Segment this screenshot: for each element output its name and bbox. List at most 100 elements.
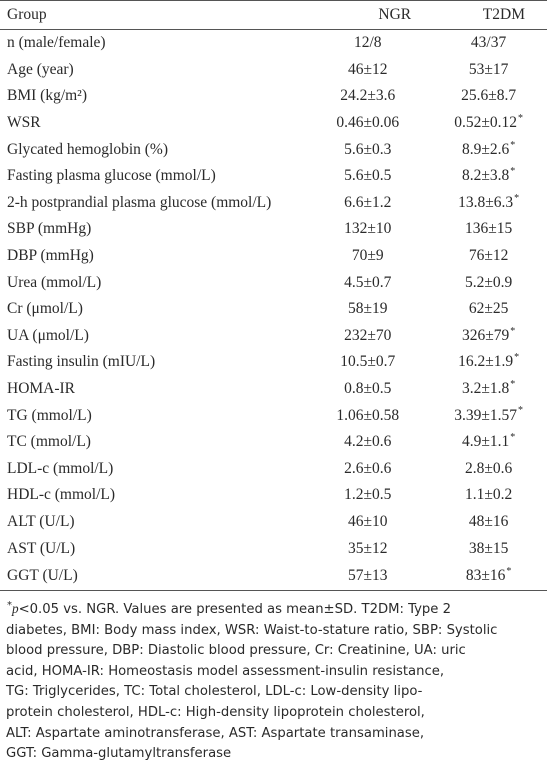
clinical-characteristics-table-container: Group NGR T2DM n (male/female) 12/8 43/37 A… xyxy=(0,0,547,591)
row-label: 2-h postprandial plasma glucose (mmol/L) xyxy=(7,193,272,211)
t2dm-cell: 3.2±1.8* xyxy=(430,376,547,403)
row-label: n (male/female) xyxy=(7,34,106,52)
footnote-line: blood pressure, DBP: Diastolic blood pre… xyxy=(6,643,466,659)
ngr-value: 46±10 xyxy=(348,512,388,530)
table-row: GGT (U/L) 57±13 83±16* xyxy=(0,561,547,591)
row-label: HOMA-IR xyxy=(7,380,76,398)
ngr-value: 57±13 xyxy=(305,561,431,591)
t2dm-cell: 53±17 xyxy=(430,57,547,84)
t2dm-value: 4.9±1.1 xyxy=(461,433,510,451)
row-label: LDL-c (mmol/L) xyxy=(7,459,114,477)
ngr-value: 12/8 xyxy=(354,34,382,52)
row-label: AST (U/L) xyxy=(7,539,76,557)
t2dm-cell: 48±16 xyxy=(430,509,547,536)
ngr-value: 4.5±0.7 xyxy=(344,273,392,291)
ngr-value: 1.06±0.58 xyxy=(336,406,400,424)
t2dm-value: 0.52±0.12 xyxy=(454,114,517,132)
ngr-value: 35±12 xyxy=(348,539,388,557)
ngr-value: 5.6±0.3 xyxy=(344,140,392,158)
footnote-line: protein cholesterol, HDL-c: High-density… xyxy=(6,704,425,720)
footnote-line: GGT: Gamma-glutamyltransferase xyxy=(6,746,232,762)
table-row: SBP (mmHg) 132±10 136±15 xyxy=(0,216,547,243)
ngr-value: 0.46±0.06 xyxy=(336,114,400,132)
row-label: GGT (U/L) xyxy=(0,561,306,591)
t2dm-value: 3.39±1.57 xyxy=(454,406,517,424)
significance-marker: * xyxy=(506,565,512,577)
t2dm-cell: 13.8±6.3* xyxy=(430,190,547,217)
t2dm-value: 8.9±2.6 xyxy=(461,140,510,158)
t2dm-cell: 62±25 xyxy=(430,296,547,323)
table-row: Fasting insulin (mIU/L) 10.5±0.7 16.2±1.9* xyxy=(0,349,547,376)
t2dm-cell: 0.52±0.12* xyxy=(430,110,547,137)
table-row: TC (mmol/L) 4.2±0.6 4.9±1.1* xyxy=(0,429,547,456)
t2dm-cell: 4.9±1.1* xyxy=(430,429,547,456)
footnote-line: ALT: Aspartate aminotransferase, AST: As… xyxy=(6,725,425,741)
t2dm-value: 8.2±3.8 xyxy=(461,167,510,185)
t2dm-value: 25.6±8.7 xyxy=(461,87,517,105)
ngr-value: 10.5±0.7 xyxy=(340,353,396,371)
t2dm-value: 5.2±0.9 xyxy=(464,273,513,291)
t2dm-cell: 136±15 xyxy=(430,216,547,243)
row-label: Glycated hemoglobin (%) xyxy=(7,140,168,158)
table-row: AST (U/L) 35±12 38±15 xyxy=(0,535,547,562)
row-label: Age (year) xyxy=(7,60,74,78)
ngr-value: 46±12 xyxy=(348,60,388,78)
row-label: UA (μmol/L) xyxy=(7,326,89,344)
table-row: BMI (kg/m²) 24.2±3.6 25.6±8.7 xyxy=(0,83,547,110)
row-label: WSR xyxy=(7,114,41,132)
t2dm-cell: 1.1±0.2 xyxy=(430,482,547,509)
footnote-text: <0.05 vs. NGR. Values are presented as m… xyxy=(18,602,452,617)
t2dm-value: 16.2±1.9 xyxy=(458,353,514,371)
significance-marker: * xyxy=(510,166,516,178)
ngr-value: 70±9 xyxy=(351,247,384,265)
row-label: Fasting insulin (mIU/L) xyxy=(7,353,156,371)
t2dm-value: 3.2±1.8 xyxy=(461,380,510,398)
ngr-value: 232±70 xyxy=(344,326,392,344)
significance-marker: * xyxy=(510,432,516,444)
ngr-value: 1.2±0.5 xyxy=(344,486,392,504)
footnote-line: acid, HOMA-IR: Homeostasis model assessm… xyxy=(6,663,445,679)
row-label: TG (mmol/L) xyxy=(7,406,92,424)
table-row: 2-h postprandial plasma glucose (mmol/L)… xyxy=(0,190,547,217)
header-t2dm: T2DM xyxy=(430,0,547,30)
clinical-characteristics-table: Group NGR T2DM n (male/female) 12/8 43/37 A… xyxy=(0,0,547,591)
header-ngr: NGR xyxy=(305,0,431,30)
table-row: HDL-c (mmol/L) 1.2±0.5 1.1±0.2 xyxy=(0,482,547,509)
t2dm-cell: 38±15 xyxy=(430,535,547,562)
t2dm-value: 326±79 xyxy=(461,326,510,344)
t2dm-cell: 43/37 xyxy=(430,30,547,57)
table-row: Age (year) 46±12 53±17 xyxy=(0,57,547,84)
t2dm-value: 53±17 xyxy=(468,60,509,78)
row-label: Urea (mmol/L) xyxy=(7,273,102,291)
t2dm-cell: 5.2±0.9 xyxy=(430,269,547,296)
ngr-value: 4.2±0.6 xyxy=(344,433,392,451)
significance-marker: * xyxy=(510,378,516,390)
row-label: DBP (mmHg) xyxy=(7,247,94,265)
t2dm-cell: 76±12 xyxy=(430,243,547,270)
row-label: BMI (kg/m²) xyxy=(7,87,87,105)
t2dm-cell: 8.9±2.6* xyxy=(430,136,547,163)
ngr-value: 2.6±0.6 xyxy=(344,459,392,477)
t2dm-value: 43/37 xyxy=(470,34,507,52)
t2dm-value: 38±15 xyxy=(468,539,509,557)
ngr-value: 6.6±1.2 xyxy=(344,193,392,211)
row-label: Fasting plasma glucose (mmol/L) xyxy=(7,167,216,185)
significance-marker: * xyxy=(517,405,523,417)
ngr-value: 5.6±0.5 xyxy=(344,167,392,185)
ngr-value: 58±19 xyxy=(348,300,388,318)
significance-marker: * xyxy=(514,192,520,204)
t2dm-value: 2.8±0.6 xyxy=(464,459,513,477)
row-label: Cr (μmol/L) xyxy=(7,300,83,318)
footnote-line: diabetes, BMI: Body mass index, WSR: Wai… xyxy=(6,622,498,638)
significance-marker: * xyxy=(514,352,520,364)
table-row: LDL-c (mmol/L) 2.6±0.6 2.8±0.6 xyxy=(0,456,547,483)
footnote-line: *p<0.05 vs. NGR. Values are presented as… xyxy=(6,599,541,621)
table-row: UA (μmol/L) 232±70 326±79* xyxy=(0,323,547,350)
t2dm-cell: 326±79* xyxy=(430,323,547,350)
table-row: DBP (mmHg) 70±9 76±12 xyxy=(0,243,547,270)
t2dm-value: 136±15 xyxy=(464,220,513,238)
significance-marker: * xyxy=(510,325,516,337)
t2dm-value: 13.8±6.3 xyxy=(458,193,514,211)
ngr-value: 24.2±3.6 xyxy=(340,87,396,105)
t2dm-cell: 3.39±1.57* xyxy=(430,402,547,429)
